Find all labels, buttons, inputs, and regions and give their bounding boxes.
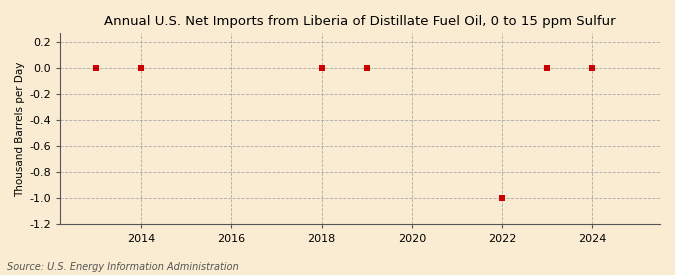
Text: Source: U.S. Energy Information Administration: Source: U.S. Energy Information Administ… [7, 262, 238, 272]
Title: Annual U.S. Net Imports from Liberia of Distillate Fuel Oil, 0 to 15 ppm Sulfur: Annual U.S. Net Imports from Liberia of … [104, 15, 616, 28]
Y-axis label: Thousand Barrels per Day: Thousand Barrels per Day [15, 61, 25, 197]
